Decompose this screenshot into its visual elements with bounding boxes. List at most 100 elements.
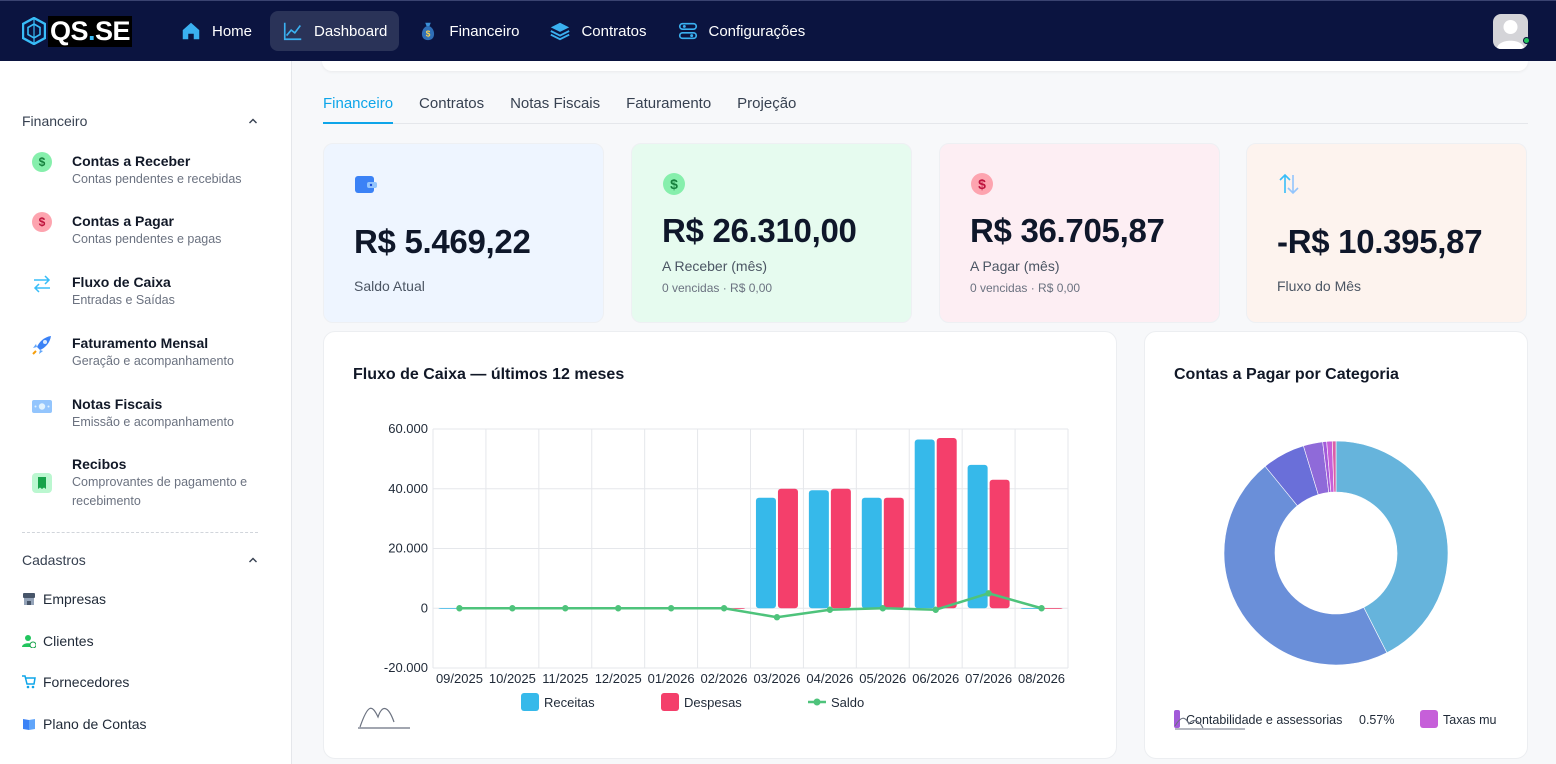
tab-projecao[interactable]: Projeção (737, 95, 797, 112)
legend-percent: 0.57% (1359, 713, 1394, 727)
saldo-point[interactable] (932, 606, 939, 613)
legend-label[interactable]: Despesas (684, 695, 742, 710)
sidebar-item-title: Contas a Pagar (72, 213, 174, 229)
saldo-point[interactable] (985, 590, 992, 597)
banknote-icon (32, 400, 52, 413)
saldo-point[interactable] (720, 605, 728, 612)
legend-swatch (521, 693, 539, 711)
legend-swatch-dot (813, 698, 821, 706)
arrows-updown-icon (1279, 173, 1299, 195)
sidebar-link-empresas[interactable]: Empresas (22, 591, 106, 607)
donut-slice[interactable] (1335, 440, 1449, 654)
nav-financeiro[interactable]: $ Financeiro (405, 11, 531, 51)
sidebar-section-financeiro[interactable]: Financeiro (22, 113, 258, 129)
sidebar-link-plano-contas[interactable]: Plano de Contas (22, 716, 147, 732)
wallet-icon (355, 176, 377, 193)
sidebar-link-fornecedores[interactable]: Fornecedores (22, 674, 129, 690)
saldo-point[interactable] (667, 605, 675, 612)
card-label: Fluxo do Mês (1277, 278, 1362, 294)
card-value: R$ 26.310,00 (662, 212, 857, 249)
sidebar-item-recibos[interactable]: Recibos Comprovantes de pagamento e recebi… (22, 455, 262, 511)
legend-label[interactable]: Taxas mu (1443, 713, 1497, 727)
x-tick-label: 09/2025 (436, 671, 483, 686)
saldo-point[interactable] (456, 605, 463, 612)
saldo-point[interactable] (615, 605, 622, 612)
bar-despesas[interactable] (989, 479, 1010, 609)
tab-financeiro[interactable]: Financeiro (323, 85, 394, 124)
card-value: R$ 36.705,87 (970, 212, 1165, 249)
x-tick-label: 07/2026 (965, 671, 1012, 686)
sidebar-item-faturamento-mensal[interactable]: Faturamento Mensal Geração e acompanhamen… (22, 334, 262, 371)
receipt-icon (32, 473, 52, 493)
tab-faturamento[interactable]: Faturamento (626, 95, 712, 112)
sidebar-item-subtitle: Geração e acompanhamento (72, 354, 234, 368)
chevron-up-icon (249, 557, 257, 563)
bar-receitas[interactable] (808, 490, 829, 609)
x-tick-label: 03/2026 (753, 671, 800, 686)
sidebar-item-contas-pagar[interactable]: $ Contas a Pagar Contas pendentes e pagas (22, 212, 262, 249)
panel-title: Contas a Pagar por Categoria (1174, 366, 1399, 383)
legend-swatch (661, 693, 679, 711)
svg-text:$: $ (426, 30, 431, 39)
bar-receitas[interactable] (1020, 608, 1041, 610)
nav-home[interactable]: Home (168, 11, 264, 51)
bar-despesas[interactable] (777, 488, 798, 609)
nav-dashboard[interactable]: Dashboard (270, 11, 400, 51)
tab-notas-fiscais[interactable]: Notas Fiscais (510, 95, 601, 112)
sidebar: Financeiro $ Contas a Receber Contas pend… (0, 61, 292, 764)
sidebar-item-subtitle: recebimento (72, 494, 141, 508)
chart-watermark-icon (1174, 717, 1245, 730)
sidebar-item-subtitle: Contas pendentes e pagas (72, 232, 222, 246)
cashflow-chart: 60.000 40.000 20.000 0 -20.000 09/2025 10/2025… (358, 421, 1069, 729)
sidebar-item-title: Recibos (72, 456, 127, 472)
donut-slice[interactable] (1331, 440, 1337, 493)
y-tick-label: 0 (421, 600, 428, 615)
sidebar-item-fluxo-caixa[interactable]: Fluxo de Caixa Entradas e Saídas (22, 273, 262, 310)
sidebar-item-title: Faturamento Mensal (72, 335, 209, 351)
nav-contratos[interactable]: Contratos (537, 11, 658, 51)
saldo-point[interactable] (879, 605, 886, 612)
sidebar-link-label: Clientes (43, 633, 94, 649)
user-avatar-icon (1497, 20, 1524, 49)
bar-despesas[interactable] (1042, 608, 1063, 610)
saldo-point[interactable] (509, 605, 516, 612)
bar-receitas[interactable] (914, 439, 935, 609)
category-donut-chart: Contabilidade e assessorias 0.57% Taxas mu (1174, 440, 1497, 730)
card-saldo-atual: R$ 5.469,22 Saldo Atual (323, 143, 604, 323)
sidebar-link-label: Empresas (43, 591, 107, 607)
sidebar-item-title: Fluxo de Caixa (72, 274, 171, 290)
bar-despesas[interactable] (830, 488, 851, 609)
sidebar-section-cadastros[interactable]: Cadastros (22, 552, 258, 568)
legend-label[interactable]: Saldo (831, 695, 864, 710)
layers-icon (550, 22, 571, 41)
bar-receitas[interactable] (967, 464, 988, 609)
sidebar-item-subtitle: Entradas e Saídas (72, 293, 175, 307)
logo[interactable]: QS.SE (22, 15, 133, 47)
nav-configuracoes-label: Configurações (708, 22, 806, 40)
sidebar-item-notas-fiscais[interactable]: Notas Fiscais Emissão e acompanhamento (22, 395, 262, 432)
saldo-point[interactable] (826, 606, 834, 613)
legend-label[interactable]: Contabilidade e assessorias (1186, 713, 1342, 727)
avatar[interactable] (1493, 14, 1528, 49)
top-navbar: QS.SE Home Dashboard $ Financeiro Contra… (0, 0, 1556, 61)
sidebar-link-label: Plano de Contas (43, 716, 147, 732)
y-tick-label: -20.000 (384, 660, 428, 675)
bar-receitas[interactable] (755, 497, 776, 609)
sidebar-link-clientes[interactable]: Clientes (22, 633, 94, 649)
sidebar-item-contas-receber[interactable]: $ Contas a Receber Contas pendentes e rec… (22, 152, 262, 189)
main-nav: Home Dashboard $ Financeiro Contratos Co… (168, 11, 823, 51)
bar-despesas[interactable] (883, 497, 904, 609)
legend-label[interactable]: Receitas (544, 695, 595, 710)
saldo-point[interactable] (1038, 605, 1045, 612)
nav-configuracoes[interactable]: Configurações (665, 11, 818, 51)
donut-slice[interactable] (1223, 465, 1388, 666)
sidebar-item-title: Notas Fiscais (72, 396, 163, 412)
svg-text:$: $ (670, 176, 678, 192)
bar-receitas[interactable] (861, 497, 882, 609)
bar-despesas[interactable] (936, 437, 957, 609)
saldo-point[interactable] (562, 605, 569, 612)
nav-contratos-label: Contratos (581, 22, 647, 40)
saldo-point[interactable] (773, 614, 781, 621)
tab-contratos[interactable]: Contratos (419, 95, 485, 112)
bar-receitas[interactable] (438, 608, 459, 610)
